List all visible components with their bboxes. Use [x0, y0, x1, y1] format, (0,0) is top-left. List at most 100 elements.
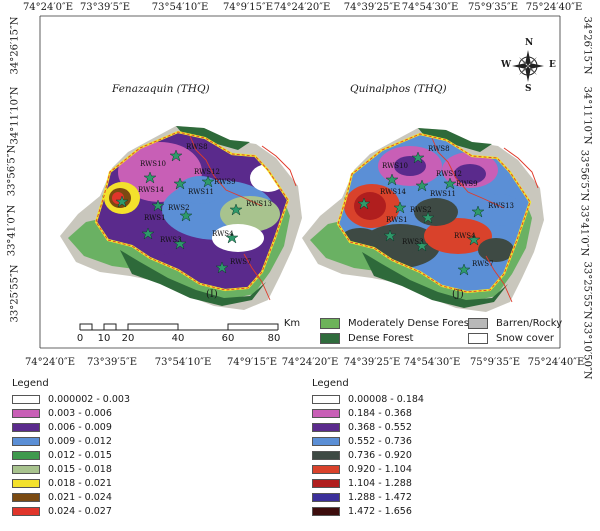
- legend-item: 0.009 - 0.012: [12, 434, 130, 448]
- well-label: RWS10: [140, 160, 167, 168]
- legend-label: 0.184 - 0.368: [348, 407, 412, 419]
- river-line: [243, 253, 271, 301]
- compass-s: S: [525, 84, 532, 94]
- legend-label: 0.000002 - 0.003: [48, 393, 130, 405]
- grid-label-bottom: 73°54′10″E: [154, 357, 212, 368]
- landcover-label: Barren/Rocky: [496, 318, 563, 329]
- legend-item: 0.021 - 0.024: [12, 490, 130, 504]
- legend-swatch: [12, 408, 40, 418]
- legend-item: 0.736 - 0.920: [312, 448, 424, 462]
- landcover-label: Dense Forest: [348, 333, 414, 344]
- grid-label-top: 74°54′30″E: [401, 2, 459, 13]
- grid-label-top: 74°24′0″E: [22, 2, 74, 13]
- legend-item: 1.288 - 1.472: [312, 490, 424, 504]
- legend-item: 0.00008 - 0.184: [312, 392, 424, 406]
- legend-item: 0.012 - 0.015: [12, 448, 130, 462]
- legend-label: 0.736 - 0.920: [348, 449, 412, 461]
- legend-label: 0.024 - 0.027: [48, 505, 112, 517]
- well-label: RWS2: [168, 204, 190, 212]
- legend-swatch: [312, 436, 340, 446]
- dense-forest-area: [362, 252, 508, 308]
- legend-title: Legend: [12, 378, 49, 389]
- scale-tick-label: 60: [221, 333, 235, 344]
- well-label: RWS4: [454, 232, 476, 240]
- legend-label: 0.009 - 0.012: [48, 435, 112, 447]
- legend-swatch: [12, 464, 40, 474]
- well-label: RWS2: [410, 206, 432, 214]
- scale-bar: [79, 323, 279, 331]
- legend-label: 1.104 - 1.288: [348, 477, 412, 489]
- thq-surface-left: [96, 132, 288, 290]
- legend-swatch: [12, 492, 40, 502]
- legend-label: 1.472 - 1.656: [348, 505, 412, 517]
- compass-e: E: [549, 60, 556, 70]
- legend-left: Legend 0.000002 - 0.003 0.003 - 0.006 0.…: [12, 378, 130, 518]
- legend-label: 0.012 - 0.015: [48, 449, 112, 461]
- grid-label-bottom: 73°39′5″E: [86, 357, 138, 368]
- legend-swatch: [12, 394, 40, 404]
- legend-item: 0.003 - 0.006: [12, 406, 130, 420]
- landcover-label: Moderately Dense Forest: [348, 318, 473, 329]
- map-frame: 74°24′0″E 73°39′5″E 73°54′10″E 74°9′15″E…: [6, 2, 592, 379]
- grid-label-top: 74°24′20″E: [273, 2, 331, 13]
- panel-letter-right: (J): [452, 289, 464, 300]
- legend-item: 0.015 - 0.018: [12, 462, 130, 476]
- legend-item: 1.104 - 1.288: [312, 476, 424, 490]
- scale-tick-label: 40: [171, 333, 185, 344]
- river-line: [485, 255, 513, 303]
- legend-swatch: [12, 436, 40, 446]
- compass-rose-icon: [512, 50, 544, 82]
- compass-w: W: [501, 60, 512, 70]
- well-label: RWS1: [386, 216, 408, 224]
- legend-swatch: [12, 450, 40, 460]
- river-line: [95, 131, 289, 291]
- well-label: RWS9: [456, 180, 478, 188]
- scale-tick-label: 0: [76, 333, 84, 344]
- grid-label-top: 73°54′10″E: [151, 2, 209, 13]
- grid-label-bottom: 74°24′0″E: [24, 357, 76, 368]
- legend-label: 0.552 - 0.736: [348, 435, 412, 447]
- legend-swatch: [12, 478, 40, 488]
- well-label: RWS14: [380, 188, 407, 196]
- grid-label-bottom: 75°9′35″E: [469, 357, 521, 368]
- grid-label-top: 74°9′15″E: [222, 2, 274, 13]
- landcover-legend-item: Snow cover: [468, 333, 554, 344]
- legend-label: 0.006 - 0.009: [48, 421, 112, 433]
- legend-swatch: [312, 422, 340, 432]
- landcover-swatch: [468, 318, 488, 329]
- legend-right: Legend 0.00008 - 0.184 0.184 - 0.368 0.3…: [312, 378, 424, 518]
- well-label: RWS7: [472, 260, 494, 268]
- well-label: RWS3: [402, 238, 424, 246]
- panel-title-left: Fenazaquin (THQ): [112, 83, 210, 95]
- legend-label: 0.015 - 0.018: [48, 463, 112, 475]
- grid-label-bottom: 74°9′15″E: [226, 357, 278, 368]
- compass-n: N: [525, 38, 534, 48]
- dense-forest-area: [176, 126, 250, 150]
- river-line: [189, 135, 263, 207]
- legend-item: 0.000002 - 0.003: [12, 392, 130, 406]
- legend-swatch: [312, 408, 340, 418]
- grid-label-top: 75°24′40″E: [525, 2, 583, 13]
- dense-forest-area: [418, 128, 492, 152]
- legend-item: 0.024 - 0.027: [12, 504, 130, 518]
- landcover-label: Snow cover: [496, 333, 554, 344]
- legend-label: 0.920 - 1.104: [348, 463, 412, 475]
- landcover-swatch: [320, 318, 340, 329]
- legend-item: 0.018 - 0.021: [12, 476, 130, 490]
- grid-label-bottom: 74°39′25″E: [343, 357, 401, 368]
- well-label: RWS9: [214, 178, 236, 186]
- grid-label-top: 73°39′5″E: [79, 2, 131, 13]
- legend-swatch: [312, 394, 340, 404]
- legend-item: 0.006 - 0.009: [12, 420, 130, 434]
- grid-label-top: 74°39′25″E: [343, 2, 401, 13]
- map-svg: [39, 15, 561, 349]
- legend-swatch: [312, 464, 340, 474]
- well-label: RWS10: [382, 162, 409, 170]
- well-label: RWS12: [436, 170, 463, 178]
- river-line: [337, 133, 531, 293]
- landcover-swatch: [320, 333, 340, 344]
- panel-right-map: [302, 128, 544, 312]
- well-markers-right: [357, 151, 485, 276]
- legend-label: 0.003 - 0.006: [48, 407, 112, 419]
- well-markers-left: [115, 149, 243, 274]
